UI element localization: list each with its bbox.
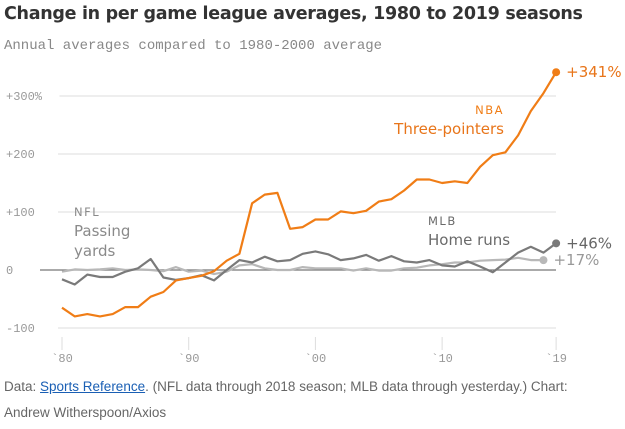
end-point-nba [552,68,561,77]
end-value-label-mlb: +46% [566,234,612,252]
mlb-stat-label: Home runs [428,231,510,249]
footer-note: . (NFL data through 2018 season; MLB dat… [4,379,568,420]
x-tick-label: `80 [51,352,73,366]
nba-league-label: NBA [475,103,504,117]
mlb-league-label: MLB [428,214,457,228]
x-tick-label: `00 [305,352,327,366]
series-line-mlb [61,242,557,286]
y-tick-label: -100 [6,322,35,336]
y-tick-label: +300% [6,90,43,104]
y-tick-label: 0 [6,264,13,278]
end-point-nfl [539,256,548,265]
end-value-label-nfl: +17% [553,251,599,269]
y-tick-label: +200 [6,148,35,162]
x-tick-label: `10 [431,352,453,366]
series-line-nba [61,71,558,318]
nba-stat-label: Three-pointers [393,120,504,138]
end-point-mlb [552,239,561,248]
chart-footer: Data: Sports Reference. (NFL data throug… [4,374,604,426]
end-value-label-nba: +341% [566,63,621,81]
chart-title: Change in per game league averages, 1980… [4,4,583,24]
x-tick-label: `90 [178,352,200,366]
footer-prefix: Data: [4,379,41,394]
nfl-stat-label-line2: yards [74,242,115,260]
nfl-league-label: NFL [74,205,100,219]
sports-reference-link[interactable]: Sports Reference [40,379,146,394]
chart-subtitle: Annual averages compared to 1980-2000 av… [4,38,383,54]
nfl-stat-label-line1: Passing [74,222,130,240]
y-tick-label: +100 [6,206,35,220]
series-line-nfl [61,256,544,276]
x-tick-label: `19 [545,352,567,366]
